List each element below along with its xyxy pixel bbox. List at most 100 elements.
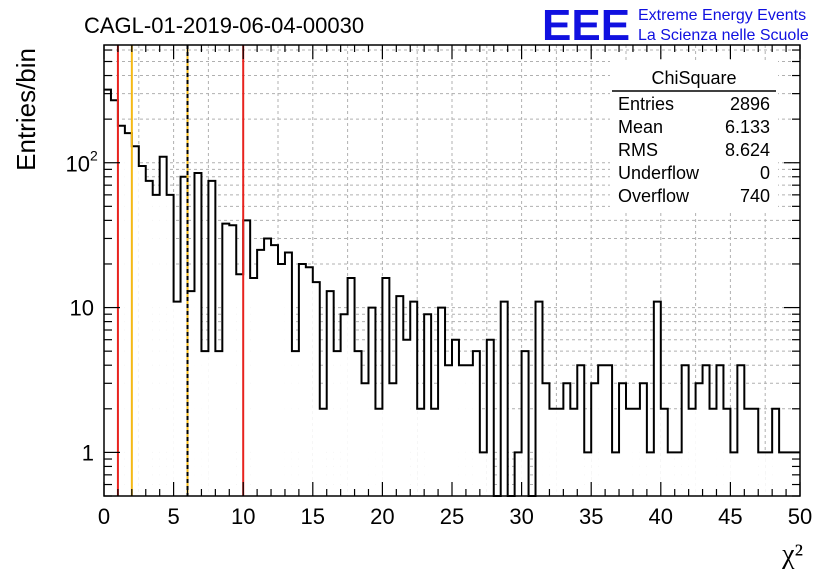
eee-logo: EEE Extreme Energy Events La Scienza nel…	[542, 1, 809, 50]
histogram-bin	[222, 223, 230, 497]
histogram-bin	[236, 274, 244, 496]
histogram-bin	[765, 452, 773, 496]
x-tick-label: 40	[649, 504, 673, 529]
histogram-bin	[187, 291, 195, 496]
histogram-bin	[667, 452, 675, 496]
x-axis-label: χ²	[781, 539, 803, 570]
histogram-bin	[646, 452, 654, 496]
stats-row-label: RMS	[618, 140, 658, 160]
histogram-bin	[229, 225, 237, 497]
histogram-bin	[291, 351, 299, 496]
histogram-bin	[166, 194, 174, 496]
histogram-bin	[340, 314, 348, 496]
histogram-bin	[612, 452, 620, 496]
histogram-bin	[243, 220, 251, 496]
histogram-bin	[445, 365, 452, 496]
histogram-bin	[632, 408, 640, 496]
chart-title: CAGL-01-2019-06-04-00030	[84, 13, 364, 38]
histogram-bin	[431, 408, 439, 496]
histogram-bin	[159, 156, 167, 496]
histogram-bin	[284, 252, 292, 496]
histogram-bin	[772, 408, 780, 496]
histogram-bin	[563, 383, 571, 496]
y-tick-label: 10	[66, 152, 90, 177]
histogram-bin	[361, 383, 369, 496]
histogram-bin	[110, 100, 118, 497]
histogram-bin	[535, 301, 543, 496]
stats-row-value: 0	[760, 163, 770, 183]
histogram-bin	[173, 301, 181, 496]
histogram-bin	[598, 365, 606, 496]
histogram-bin	[124, 133, 132, 496]
logo-mark: EEE	[542, 1, 630, 50]
histogram-bin	[333, 351, 341, 496]
histogram-bin	[549, 408, 557, 496]
logo-line-2: La Scienza nelle Scuole	[638, 27, 809, 44]
histogram-bin	[486, 339, 494, 496]
histogram-bin	[472, 351, 480, 496]
histogram-bin	[257, 249, 265, 496]
histogram-bin	[514, 452, 522, 496]
stats-row-label: Mean	[618, 117, 663, 137]
stats-box: ChiSquare Entries 2896 Mean 6.133 RMS 8.624 Un…	[610, 60, 778, 210]
histogram-bin	[410, 301, 418, 496]
stats-row-value: 740	[740, 186, 770, 206]
histogram-bin	[403, 339, 411, 496]
logo-line-1: Extreme Energy Events	[638, 7, 806, 24]
histogram-bin	[104, 89, 111, 496]
histogram-bin	[660, 408, 668, 496]
histogram-bin	[744, 408, 752, 496]
histogram-bin	[716, 365, 724, 496]
y-tick-label-exponent: 2	[90, 148, 98, 164]
histogram-bin	[688, 408, 696, 496]
y-axis-label: Entries/bin	[11, 48, 41, 171]
x-tick-label: 10	[231, 504, 255, 529]
histogram-bin	[500, 301, 508, 496]
histogram-bin	[326, 291, 334, 496]
histogram-bin	[424, 314, 432, 496]
histogram-bin	[131, 146, 139, 496]
stats-row-label: Underflow	[618, 163, 700, 183]
x-tick-label: 35	[579, 504, 603, 529]
x-tick-label: 15	[301, 504, 325, 529]
y-tick-label: 10	[70, 296, 94, 321]
histogram-bin	[793, 452, 800, 496]
histogram-bin	[674, 452, 682, 496]
histogram-bin	[779, 452, 787, 496]
histogram-bin	[201, 351, 209, 496]
histogram-bin	[152, 194, 160, 496]
x-tick-label: 20	[370, 504, 394, 529]
histogram-bin	[382, 278, 390, 496]
histogram-bin	[368, 307, 376, 496]
histogram-bin	[709, 408, 717, 496]
histogram-bin	[577, 365, 585, 496]
x-tick-label: 0	[98, 504, 110, 529]
reference-lines	[116, 45, 245, 496]
histogram-bin	[681, 365, 689, 496]
histogram-bin	[786, 452, 794, 496]
histogram-bin	[319, 408, 327, 496]
histogram-bin	[145, 180, 153, 496]
histogram-bin	[653, 301, 661, 496]
histogram-bin	[452, 339, 459, 496]
histogram-bin	[570, 408, 578, 496]
stats-row-label: Overflow	[618, 186, 690, 206]
histogram-outline	[104, 88, 800, 497]
histogram-bin	[619, 383, 626, 496]
stats-box-background	[610, 60, 778, 210]
histogram-bin	[208, 180, 216, 496]
stats-row-value: 2896	[730, 94, 770, 114]
histogram-bin	[556, 408, 564, 496]
histogram-bin	[605, 365, 613, 496]
histogram-bin	[305, 267, 313, 496]
histogram-bin	[626, 408, 633, 496]
histogram-bin	[117, 125, 125, 497]
stats-row-value: 8.624	[725, 140, 770, 160]
histogram-bin	[215, 351, 223, 496]
x-tick-label: 50	[788, 504, 812, 529]
histogram-bin	[584, 452, 592, 496]
histogram-bin	[758, 452, 766, 496]
histogram-bin	[465, 365, 473, 496]
